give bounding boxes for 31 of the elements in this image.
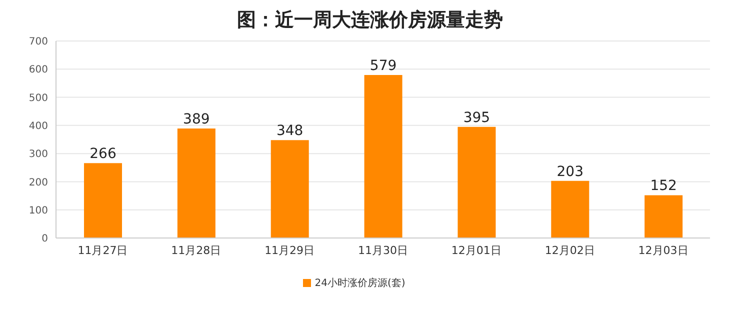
data-label: 348	[276, 123, 304, 140]
data-label: 579	[370, 58, 397, 74]
bar	[644, 195, 683, 238]
x-tick-label: 11月27日	[78, 244, 128, 257]
legend-label: 24小时涨价房源(套)	[314, 278, 406, 289]
x-tick-label: 11月30日	[358, 244, 408, 257]
bar	[177, 128, 216, 238]
x-tick-label: 12月03日	[638, 244, 688, 257]
y-tick-label: 700	[28, 36, 48, 48]
bar	[270, 140, 309, 238]
data-label: 395	[463, 110, 490, 126]
data-label: 266	[90, 146, 116, 162]
data-label: 152	[650, 178, 677, 194]
y-tick-label: 200	[28, 177, 48, 188]
chart-title: 图：近一周大连涨价房源量走势	[236, 8, 504, 32]
y-tick-label: 400	[28, 120, 48, 132]
y-tick-label: 100	[28, 205, 48, 216]
bar	[84, 163, 122, 238]
bar	[458, 126, 496, 238]
y-tick-label: 0	[42, 234, 48, 245]
bar	[551, 180, 590, 238]
data-label: 203	[556, 164, 584, 180]
y-tick-label: 500	[28, 92, 48, 104]
bar	[364, 75, 402, 238]
x-tick-label: 12月01日	[451, 244, 502, 257]
x-tick-label: 12月02日	[544, 244, 595, 257]
x-tick-label: 11月29日	[264, 244, 315, 257]
data-label: 389	[183, 112, 210, 128]
y-tick-label: 300	[28, 149, 48, 160]
y-tick-label: 600	[28, 64, 48, 76]
x-tick-label: 11月28日	[171, 244, 222, 257]
